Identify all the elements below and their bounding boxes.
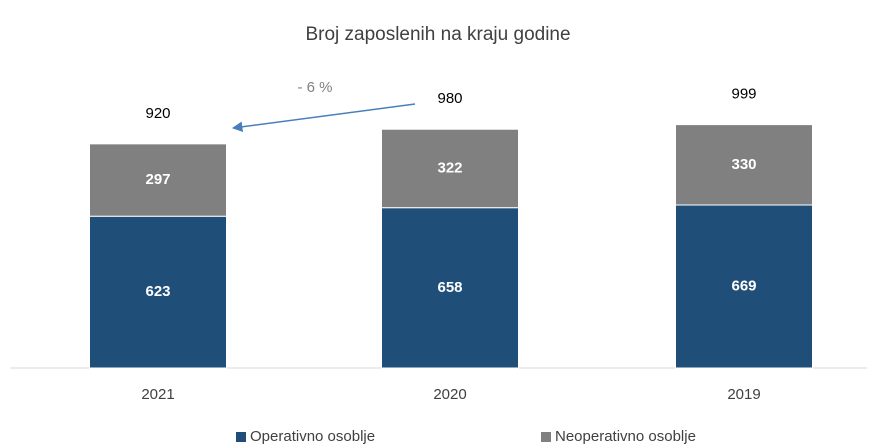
bar-segment — [381, 128, 519, 209]
bar-segment — [89, 215, 227, 369]
legend-swatch — [541, 432, 551, 442]
total-label: 920 — [145, 105, 170, 122]
segment-label: 322 — [437, 159, 462, 176]
segment-label: 623 — [145, 283, 170, 300]
bar-segment — [675, 204, 813, 369]
annotation: - 6 % — [297, 79, 332, 96]
bar-segment — [381, 207, 519, 369]
chart-title: Broj zaposlenih na kraju godine — [305, 24, 570, 45]
legend-label: Neoperativno osoblje — [555, 428, 696, 445]
x-tick-label: 2020 — [433, 386, 466, 403]
legend-swatch — [236, 432, 246, 442]
segment-label: 330 — [731, 156, 756, 173]
annotation-arrow — [231, 103, 416, 132]
segment-label: 658 — [437, 279, 462, 296]
segment-label: 297 — [145, 171, 170, 188]
x-tick-label: 2019 — [727, 386, 760, 403]
bar-segment — [89, 143, 227, 217]
legend-label: Operativno osoblje — [250, 428, 375, 445]
segment-label: 669 — [731, 277, 756, 294]
total-label: 999 — [731, 86, 756, 103]
total-label: 980 — [437, 90, 462, 107]
bar-segment — [675, 124, 813, 206]
x-tick-label: 2021 — [141, 386, 174, 403]
